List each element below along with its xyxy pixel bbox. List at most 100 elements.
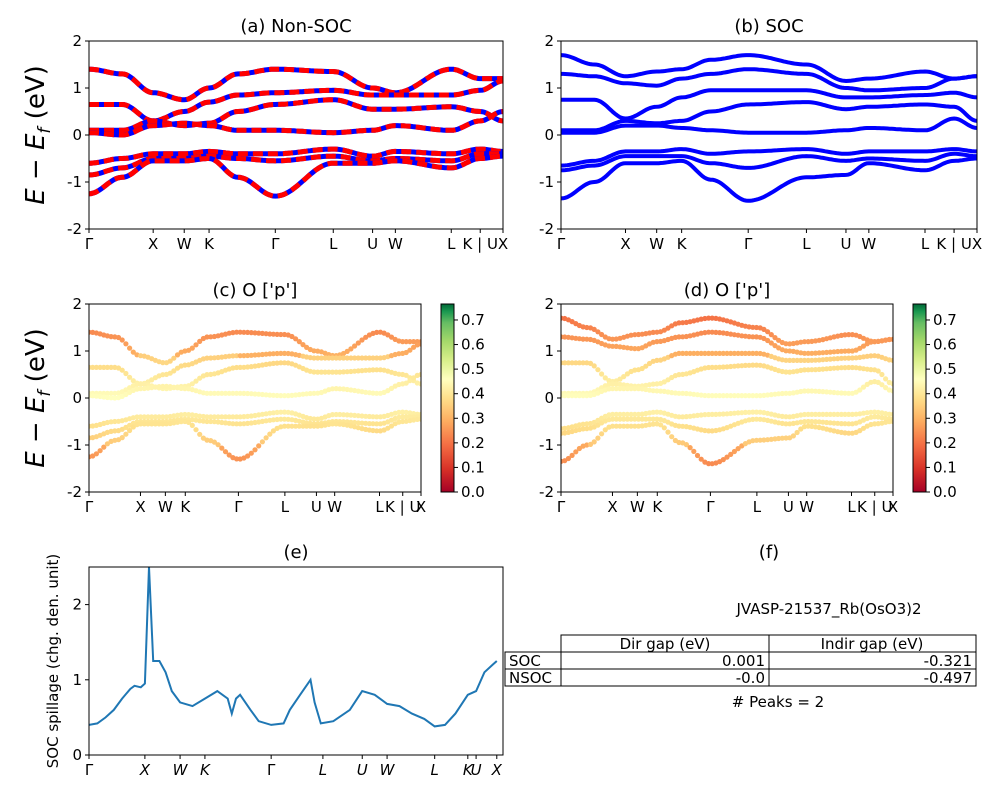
gap-table: JVASP-21537_Rb(OsO3)2 Dir gap (eV) Indir…: [504, 600, 977, 711]
panel-d-point: [779, 390, 785, 397]
panel-c-point: [359, 413, 365, 419]
panel-c-point: [388, 385, 395, 391]
panel-d-point: [628, 416, 634, 422]
panel-c-point: [274, 350, 280, 357]
panel-b-xtick-label: W: [861, 235, 876, 253]
panel-d-point: [728, 393, 734, 399]
panel-c-point: [414, 416, 420, 422]
panel-d-point: [801, 419, 808, 425]
panel-d-point: [576, 445, 583, 452]
panel-c-point: [149, 414, 155, 420]
nsoc-dir-gap: -0.0: [736, 669, 765, 687]
panel-c-point: [363, 355, 369, 361]
panel-c-point: [300, 342, 306, 348]
panel-b-xtick-label: K | U: [936, 235, 971, 253]
panel-c-xtick-label: K | U: [385, 498, 420, 516]
panel-d-point: [595, 329, 601, 335]
panel-c-point: [278, 393, 284, 399]
panel-c-point: [400, 339, 406, 345]
panel-d-point: [658, 422, 664, 428]
panel-d-point: [739, 350, 745, 356]
panel-d-point: [591, 326, 597, 332]
panel-c-point: [204, 355, 210, 361]
panel-c-point: [241, 353, 247, 359]
panel-c-point: [208, 390, 214, 396]
panel-d-point: [809, 350, 815, 356]
panel-c-point: [388, 334, 395, 340]
panel-d-point: [735, 363, 741, 369]
panel-c-point: [237, 421, 243, 427]
panel-c-point: [359, 337, 365, 343]
panel-c-point: [267, 431, 273, 437]
panel-a-band-1: [89, 78, 503, 124]
panel-d-xtick-label: X: [888, 498, 898, 516]
panel-c-xtick-label: W: [158, 498, 173, 516]
panel-c-point: [101, 390, 107, 396]
panel-d-point: [742, 362, 749, 368]
panel-d-point: [709, 350, 715, 356]
panel-c-point: [285, 423, 291, 429]
panel-d-point: [610, 416, 616, 422]
panel-c-ytick-label: -2: [67, 483, 82, 501]
panel-c-point: [348, 346, 354, 352]
panel-d-point: [709, 329, 715, 335]
panel-c-point: [178, 419, 184, 425]
panel-a-band-5: [89, 151, 503, 178]
panel-c-point: [108, 334, 114, 340]
panel-e-title: (e): [283, 542, 308, 563]
panel-c-point: [370, 367, 376, 373]
panel-d-point: [687, 350, 693, 356]
panel-e-xtick-label: U: [357, 761, 368, 779]
panel-d-point: [646, 416, 653, 422]
panel-c-point: [333, 369, 339, 375]
panel-c-data: [89, 329, 421, 462]
panel-d-point: [816, 388, 822, 394]
panel-d-point: [595, 367, 601, 373]
panel-d-point: [831, 356, 837, 362]
panel-d-point: [890, 357, 893, 363]
panel-c-point: [366, 355, 372, 361]
panel-b-ytick-label: -1: [539, 173, 554, 191]
panel-d-point: [599, 371, 605, 377]
panel-c-point: [329, 421, 336, 427]
panel-d-point: [846, 421, 852, 427]
panel-c-point: [189, 345, 195, 351]
panel-c-point: [278, 350, 284, 356]
panel-c-point: [352, 343, 358, 349]
panel-e-xtick-label: L: [319, 761, 327, 779]
panel-c-point: [281, 423, 288, 429]
panel-c-point: [248, 450, 254, 456]
panel-c-point: [152, 421, 158, 427]
panel-d-point: [694, 452, 701, 459]
panel-c-point: [167, 358, 173, 364]
panel-d-point: [617, 411, 623, 417]
panel-c-point: [278, 360, 284, 366]
panel-d-ytick-label: -1: [539, 436, 554, 454]
panel-d-point: [654, 339, 660, 345]
panel-a-xtick-label: X: [498, 235, 508, 253]
panel-c-point: [403, 372, 409, 378]
panel-c-point: [178, 385, 184, 391]
panel-c-point: [208, 418, 214, 425]
panel-c-ytick-label: 0: [72, 389, 82, 407]
soc-indir-gap: -0.321: [924, 652, 972, 670]
panel-d-point: [831, 411, 837, 417]
panel-d-point: [676, 320, 682, 326]
panel-c-point: [204, 334, 210, 340]
panel-c-point: [204, 372, 210, 378]
panel-c-point: [189, 422, 195, 428]
panel-c-point: [355, 340, 361, 346]
panel-d-xtick-label: K | U: [857, 498, 892, 516]
colorbar-c: 0.0 0.1 0.2 0.3 0.4 0.5 0.6 0.7: [440, 303, 485, 501]
panel-c-point: [219, 414, 225, 420]
panel-c-point: [340, 355, 347, 361]
panel-d-point: [720, 364, 726, 370]
panel-d-point: [591, 363, 597, 369]
panel-c-point: [333, 355, 339, 361]
panel-d-point: [632, 332, 638, 338]
panel-c-point: [281, 360, 288, 366]
panel-d-point: [750, 362, 756, 368]
col-header-indir: Indir gap (eV): [821, 635, 924, 653]
panel-c-point: [396, 409, 402, 415]
